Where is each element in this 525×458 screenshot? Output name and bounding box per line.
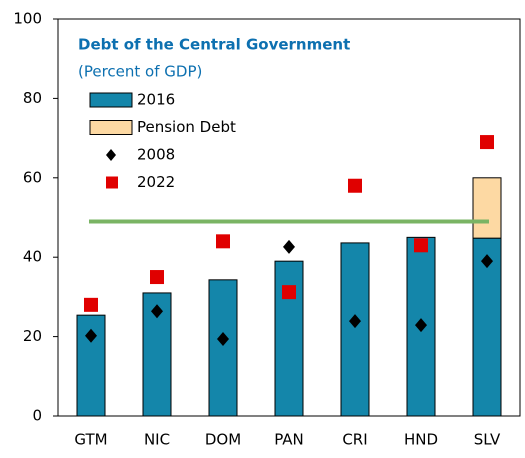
chart-subtitle: (Percent of GDP) — [78, 63, 202, 81]
square-marker — [480, 135, 494, 150]
diamond-marker — [481, 254, 493, 269]
x-tick-label: GTM — [74, 431, 107, 449]
x-tick-label: CRI — [342, 431, 367, 449]
stacked-bar — [472, 177, 502, 239]
legend-label: Pension Debt — [137, 118, 236, 136]
y-tick-label: 40 — [23, 248, 42, 266]
square-marker — [84, 297, 98, 312]
legend-label: 2022 — [137, 173, 175, 191]
x-tick-label: HND — [404, 431, 438, 449]
y-tick-label: 100 — [13, 10, 42, 28]
square-marker — [282, 285, 296, 300]
diamond-marker — [283, 239, 295, 254]
diamond-marker — [151, 304, 163, 319]
square-marker — [216, 234, 230, 249]
x-tick-label: DOM — [205, 431, 241, 449]
legend-label: 2016 — [137, 91, 175, 109]
square-marker — [414, 238, 428, 253]
y-tick-label: 80 — [23, 89, 42, 107]
square-marker — [150, 270, 164, 285]
bar — [274, 260, 304, 417]
legend-label: 2008 — [137, 146, 175, 164]
legend-swatch — [106, 149, 116, 161]
legend-swatch — [106, 176, 118, 189]
x-tick-label: NIC — [144, 431, 170, 449]
square-marker — [348, 178, 362, 193]
x-tick-label: SLV — [474, 431, 501, 449]
chart-title: Debt of the Central Government — [78, 36, 350, 54]
diamond-marker — [217, 331, 229, 346]
bar — [208, 279, 238, 417]
legend-swatch — [89, 120, 133, 135]
bar — [340, 242, 370, 417]
diamond-marker — [415, 318, 427, 333]
y-tick-label: 0 — [32, 407, 42, 425]
diamond-marker — [349, 314, 361, 329]
y-tick-label: 20 — [23, 327, 42, 345]
diamond-marker — [85, 328, 97, 343]
legend-swatch — [89, 92, 133, 108]
x-tick-label: PAN — [274, 431, 304, 449]
y-tick-label: 60 — [23, 168, 42, 186]
